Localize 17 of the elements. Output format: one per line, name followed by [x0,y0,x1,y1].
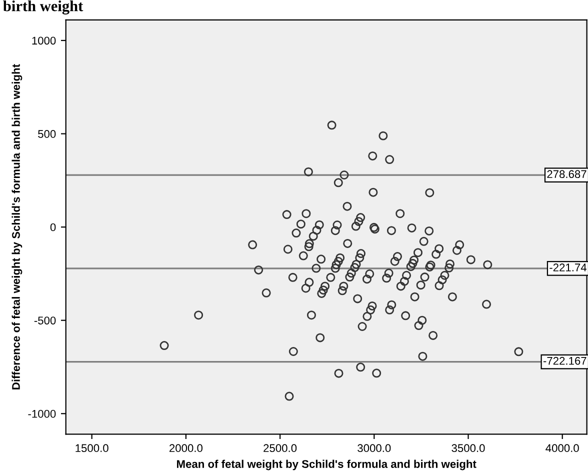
x-tick-label: 4000.0 [546,444,579,452]
y-axis-title: Difference of fetal weight by Schild's formula and birth weight [12,64,22,390]
x-tick-label: 1500.0 [76,444,108,452]
x-tick-label: 2500.0 [264,444,297,452]
y-tick-label: 1000 [32,36,56,45]
x-tick-label: 2000.0 [170,444,202,452]
y-tick-label: -1000 [28,410,56,418]
ref-line-label: 278.687 [547,170,586,178]
x-tick-label: 3000.0 [358,444,391,452]
y-tick-label: 500 [38,130,56,138]
ref-line-label: -722.167 [543,356,586,365]
chart-title: birth weight [3,0,84,14]
x-axis-title: Mean of fetal weight by Schild's formula and birth weight [176,460,476,470]
y-tick-label: 0 [50,223,56,232]
y-tick-label: -500 [34,316,56,324]
ref-line-label: -221.74 [550,264,587,272]
x-tick-label: 3500.0 [452,444,485,452]
